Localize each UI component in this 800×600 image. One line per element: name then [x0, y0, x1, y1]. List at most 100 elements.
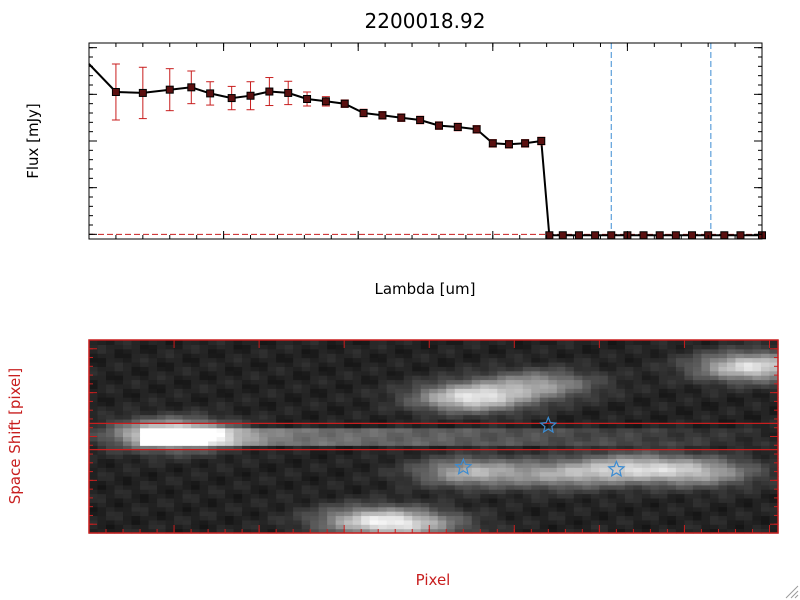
heatmap-cell — [208, 524, 218, 530]
heatmap-cell — [123, 353, 133, 359]
heatmap-cell — [692, 379, 703, 385]
heatmap-cell — [667, 375, 677, 381]
heatmap-cell — [369, 462, 379, 468]
heatmap-cell — [709, 401, 720, 407]
heatmap-cell — [157, 502, 167, 508]
heatmap-cell — [641, 388, 652, 394]
heatmap-cell — [335, 418, 345, 424]
heatmap-cell — [242, 458, 252, 464]
heatmap-cell — [403, 502, 413, 508]
heatmap-cell — [106, 348, 116, 354]
heatmap-cell — [267, 344, 277, 350]
heatmap-cell — [522, 493, 532, 499]
heatmap-cell — [726, 357, 737, 363]
heatmap-cell — [582, 401, 592, 407]
heatmap-cell — [522, 489, 532, 495]
heatmap-cell — [641, 489, 652, 495]
heatmap-cell — [684, 436, 694, 442]
heatmap-cell — [318, 375, 328, 381]
heatmap-cell — [412, 370, 422, 376]
heatmap-cell — [301, 401, 311, 407]
heatmap-cell — [310, 392, 320, 398]
heatmap-cell — [157, 506, 167, 512]
heatmap-cell — [378, 410, 388, 416]
heatmap-cell — [267, 511, 277, 517]
heatmap-cell — [437, 480, 447, 486]
heatmap-cell — [471, 379, 481, 385]
heatmap-cell — [480, 348, 490, 354]
heatmap-cell — [488, 388, 498, 394]
heatmap-cell — [769, 397, 779, 403]
heatmap-cell — [386, 344, 396, 350]
heatmap-cell — [735, 445, 745, 451]
heatmap-cell — [531, 493, 541, 499]
heatmap-cell — [607, 418, 617, 424]
heatmap-cell — [412, 375, 422, 381]
heatmap-cell — [216, 511, 226, 517]
heatmap-cell — [709, 462, 720, 468]
heatmap-cell — [352, 418, 362, 424]
heatmap-cell — [599, 519, 609, 525]
heatmap-cell — [624, 366, 634, 372]
heatmap-cell — [335, 506, 345, 512]
heatmap-cell — [165, 484, 175, 490]
heatmap-cell — [709, 497, 720, 503]
heatmap-cell — [514, 353, 524, 359]
heatmap-cell — [514, 519, 524, 525]
heatmap-cell — [369, 405, 379, 411]
heatmap-cell — [531, 436, 541, 442]
heatmap-cell — [684, 440, 694, 446]
heatmap-cell — [658, 528, 669, 534]
heatmap-cell — [259, 401, 269, 407]
heatmap-cell — [191, 427, 201, 433]
heatmap-cell — [335, 502, 345, 508]
heatmap-cell — [743, 471, 754, 477]
heatmap-cell — [157, 414, 167, 420]
heatmap-cell — [157, 344, 167, 350]
heatmap-cell — [250, 445, 260, 451]
heatmap-cell — [650, 511, 660, 517]
heatmap-cell — [123, 357, 133, 363]
heatmap-cell — [267, 497, 277, 503]
heatmap-cell — [344, 467, 354, 473]
heatmap-cell — [259, 405, 269, 411]
heatmap-cell — [599, 511, 609, 517]
heatmap-cell — [667, 436, 677, 442]
heatmap-cell — [208, 515, 218, 521]
heatmap-cell — [148, 375, 158, 381]
heatmap-cell — [641, 423, 652, 429]
heatmap-cell — [208, 353, 218, 359]
heatmap-cell — [429, 515, 439, 521]
heatmap-cell — [378, 392, 388, 398]
heatmap-cell — [548, 467, 558, 473]
heatmap-cell — [267, 423, 277, 429]
heatmap-cell — [531, 506, 541, 512]
heatmap-cell — [208, 414, 218, 420]
heatmap-cell — [89, 397, 99, 403]
heatmap-cell — [743, 475, 754, 481]
heatmap-cell — [769, 454, 779, 460]
heatmap-cell — [641, 528, 652, 534]
heatmap-cell — [378, 414, 388, 420]
heatmap-cell — [463, 515, 473, 521]
heatmap-cell — [199, 467, 209, 473]
heatmap-cell — [454, 361, 464, 367]
heatmap-cell — [497, 375, 507, 381]
heatmap-cell — [667, 397, 677, 403]
heatmap-cell — [191, 502, 201, 508]
heatmap-cell — [233, 379, 243, 385]
heatmap-cell — [327, 401, 337, 407]
heatmap-cell — [624, 357, 634, 363]
heatmap-cell — [225, 423, 235, 429]
heatmap-cell — [310, 340, 320, 345]
heatmap-cell — [505, 511, 515, 517]
heatmap-cell — [233, 519, 243, 525]
heatmap-cell — [454, 375, 464, 381]
heatmap-cell — [352, 375, 362, 381]
heatmap-cell — [208, 462, 218, 468]
heatmap-cell — [208, 388, 218, 394]
heatmap-cell — [233, 405, 243, 411]
heatmap-cell — [310, 475, 320, 481]
heatmap-cell — [361, 528, 371, 534]
heatmap-cell — [497, 440, 507, 446]
